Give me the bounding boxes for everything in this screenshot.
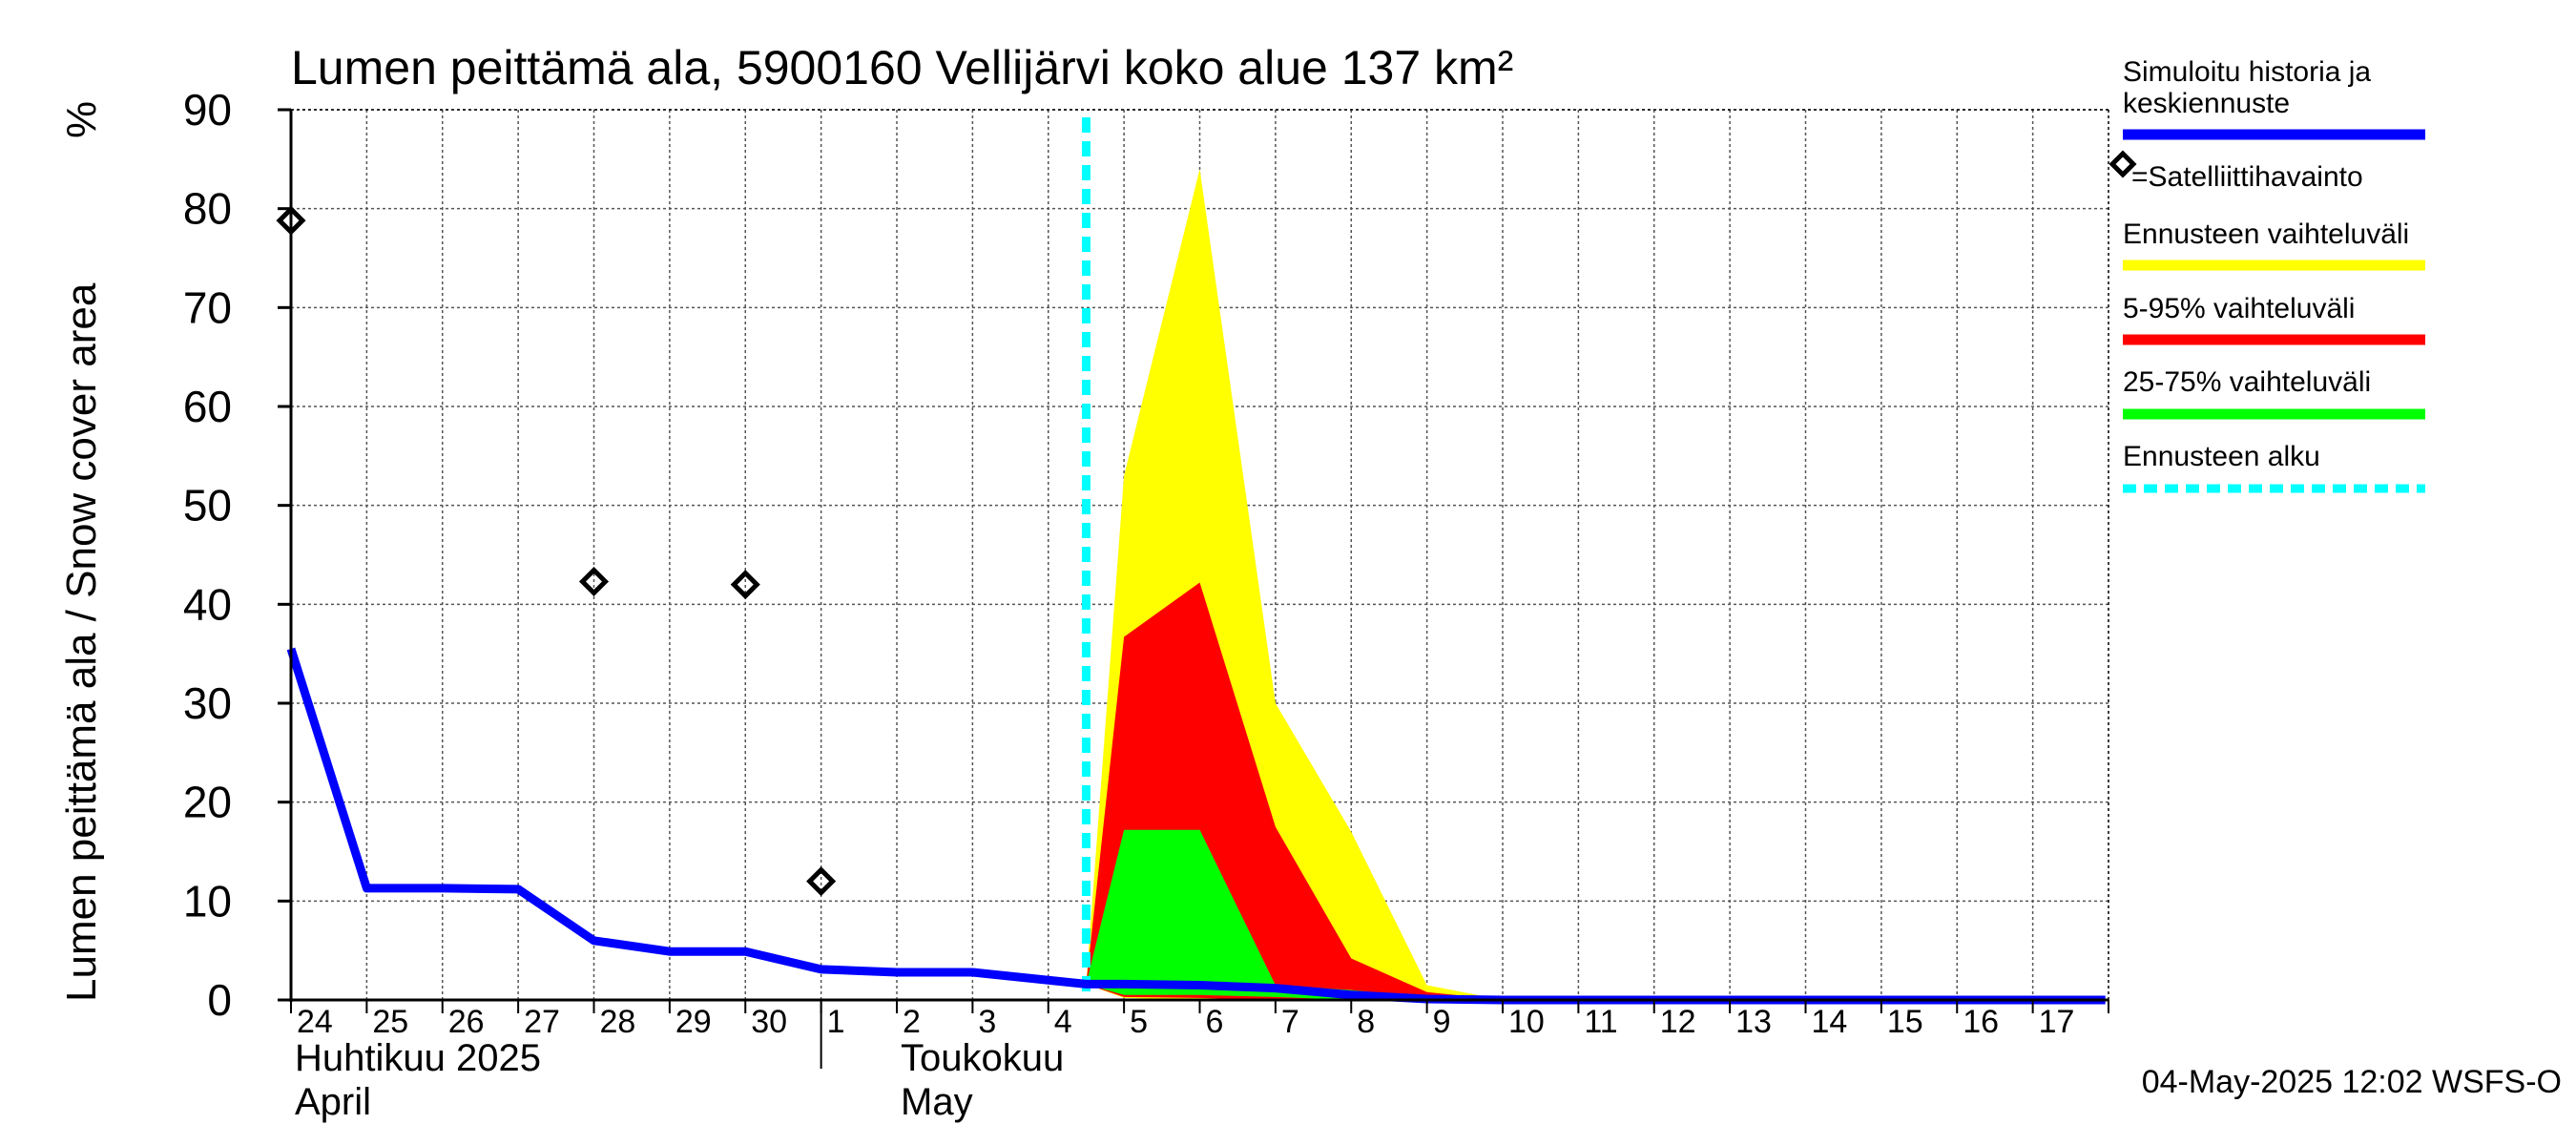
month-label-en: May xyxy=(901,1081,973,1123)
legend-label: keskiennuste xyxy=(2123,88,2290,119)
forecast-bands xyxy=(1086,169,1503,1000)
x-tick-label: 9 xyxy=(1433,1004,1451,1040)
x-tick-label: 26 xyxy=(448,1004,485,1040)
x-tick-label: 6 xyxy=(1206,1004,1224,1040)
x-tick-label: 12 xyxy=(1660,1004,1696,1040)
x-tick-label: 3 xyxy=(978,1004,996,1040)
y-tick-label: 50 xyxy=(183,481,232,531)
y-tick-label: 70 xyxy=(183,282,232,332)
y-tick-label: 20 xyxy=(183,778,232,827)
x-tick-label: 24 xyxy=(297,1004,333,1040)
y-tick-label: 80 xyxy=(183,184,232,234)
x-tick-label: 15 xyxy=(1887,1004,1923,1040)
y-tick-label: 90 xyxy=(183,85,232,135)
satellite-observation-point xyxy=(578,566,610,597)
month-label-fi: Toukokuu xyxy=(901,1037,1064,1079)
x-tick-label: 16 xyxy=(1963,1004,1999,1040)
legend-label: =Satelliittihavainto xyxy=(2131,161,2363,193)
x-tick-label: 10 xyxy=(1508,1004,1545,1040)
x-tick-label: 7 xyxy=(1281,1004,1299,1040)
satellite-markers xyxy=(276,205,837,897)
x-tick-label: 11 xyxy=(1584,1004,1617,1040)
band-00ff00 xyxy=(1086,829,1503,1000)
timestamp-footer: 04-May-2025 12:02 WSFS-O xyxy=(2142,1064,2562,1100)
x-tick-label: 2 xyxy=(903,1004,921,1040)
x-tick-labels: 24 25 26 27 28 29 30 1 2 3 4 5 6 7 8 9 10 11 12 13 14 15 16 17 xyxy=(290,1000,2109,1040)
legend-label: 25-75% vaihteluväli xyxy=(2123,366,2371,398)
legend-label: Simuloitu historia ja xyxy=(2123,56,2371,88)
y-tick-label: 40 xyxy=(183,579,232,629)
legend-label: 5-95% vaihteluväli xyxy=(2123,293,2355,324)
satellite-observation-point xyxy=(806,866,837,897)
y-tick-label: 10 xyxy=(183,876,232,926)
x-tick-label: 27 xyxy=(524,1004,560,1040)
y-tick-label: 0 xyxy=(207,975,232,1025)
legend-marker-diamond xyxy=(2109,150,2137,178)
x-tick-label: 13 xyxy=(1735,1004,1772,1040)
x-tick-label: 1 xyxy=(827,1004,845,1040)
y-axis-label: Lumen peittämä ala / Snow cover area xyxy=(58,282,105,1002)
satellite-observation-point xyxy=(730,570,760,600)
legend-label: Ennusteen alku xyxy=(2123,441,2320,472)
y-axis-unit: % xyxy=(58,101,105,138)
x-tick-label: 17 xyxy=(2039,1004,2075,1040)
y-tick-label: 60 xyxy=(183,382,232,431)
month-label-fi: Huhtikuu 2025 xyxy=(295,1037,541,1079)
x-tick-label: 25 xyxy=(372,1004,408,1040)
chart-title: Lumen peittämä ala, 5900160 Vellijärvi k… xyxy=(291,41,1513,94)
y-tick-label: 30 xyxy=(183,678,232,728)
x-tick-label: 14 xyxy=(1812,1004,1848,1040)
legend-label: Ennusteen vaihteluväli xyxy=(2123,219,2409,250)
x-tick-label: 5 xyxy=(1130,1004,1148,1040)
x-tick-label: 30 xyxy=(751,1004,787,1040)
x-tick-label: 29 xyxy=(675,1004,712,1040)
x-tick-label: 4 xyxy=(1054,1004,1072,1040)
y-tick-labels: 0 10 20 30 40 50 60 70 80 90 xyxy=(183,85,291,1025)
month-label-en: April xyxy=(295,1081,371,1123)
x-tick-label: 28 xyxy=(600,1004,636,1040)
x-tick-label: 8 xyxy=(1357,1004,1375,1040)
